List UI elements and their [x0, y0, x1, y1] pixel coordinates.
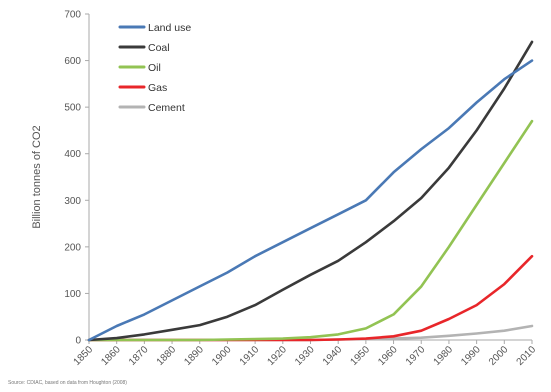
x-tick-label: 1880	[155, 344, 179, 368]
x-tick-label: 1850	[72, 344, 96, 368]
series-lines-layer	[87, 40, 534, 342]
y-tick-label: 0	[75, 336, 81, 347]
legend-label-gas: Gas	[148, 82, 167, 94]
x-tick-label: 1980	[432, 344, 456, 368]
legend-label-coal: Coal	[148, 42, 170, 54]
legend-label-land-use: Land use	[148, 22, 191, 34]
x-tick-label: 1870	[127, 344, 151, 368]
y-tick-label: 400	[64, 149, 81, 160]
series-line-coal	[87, 40, 534, 342]
y-tick-label: 100	[64, 289, 81, 300]
legend-label-cement: Cement	[148, 102, 185, 114]
series-line-gas	[87, 254, 534, 342]
x-tick-label: 1970	[404, 344, 428, 368]
y-tick-label: 700	[64, 10, 81, 21]
x-tick-label: 1910	[238, 344, 262, 368]
x-tick-label: 1960	[376, 344, 400, 368]
x-tick-label: 1860	[99, 344, 123, 368]
x-tick-label: 1930	[293, 344, 317, 368]
x-tick-label: 2000	[487, 344, 511, 368]
y-tick-label: 600	[64, 56, 81, 67]
series-line-land-use	[87, 59, 534, 342]
x-tick-label: 1920	[265, 344, 289, 368]
legend-label-oil: Oil	[148, 62, 161, 74]
y-tick-label: 300	[64, 196, 81, 207]
x-tick-label: 1940	[321, 344, 345, 368]
x-tick-label: 2010	[515, 344, 539, 368]
axes-layer: 0 100 200 300 400 500 600 700 1850 1860 1870 1880 18…	[31, 10, 538, 368]
source-note: Source: CDIAC, based on data from Hought…	[8, 380, 127, 386]
series-line-oil	[87, 119, 534, 342]
x-tick-label: 1890	[182, 344, 206, 368]
x-tick-label: 1950	[348, 344, 372, 368]
y-tick-label: 500	[64, 103, 81, 114]
x-tick-label: 1990	[459, 344, 483, 368]
legend: Land use Coal Oil Gas Cement	[118, 22, 191, 114]
y-tick-label: 200	[64, 242, 81, 253]
x-tick-label: 1900	[210, 344, 234, 368]
y-axis-title: Billion tonnes of CO2	[31, 125, 43, 228]
